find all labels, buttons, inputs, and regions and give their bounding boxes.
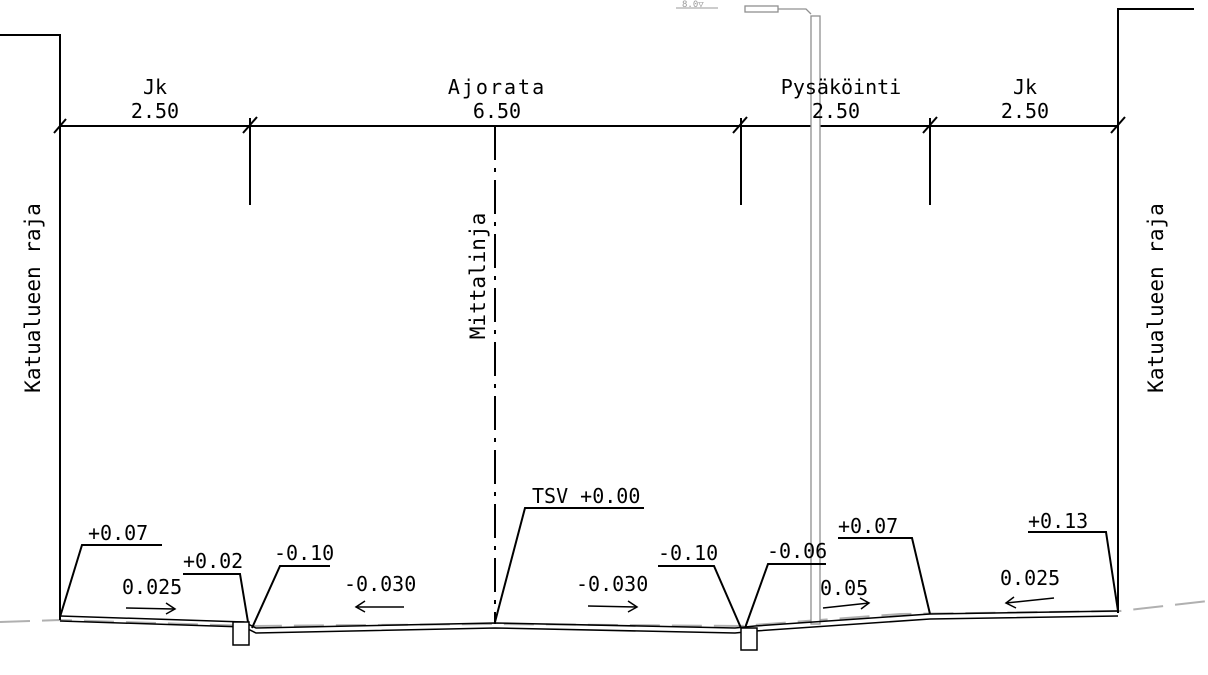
slope-label: 0.025	[1000, 566, 1060, 590]
curb-left	[232, 621, 250, 646]
section-width-ajorata: 6.50	[473, 99, 521, 123]
right-boundary-wall	[1117, 8, 1194, 613]
section-width-jk-right: 2.50	[1001, 99, 1049, 123]
elevation-label: +0.02	[183, 549, 243, 573]
reference-label: TSV +0.00	[532, 484, 640, 508]
left-boundary-wall	[0, 34, 61, 620]
elevation-leaders	[59, 531, 1119, 629]
elevation-label: +0.13	[1028, 509, 1088, 533]
section-name-jk-left: Jk	[143, 75, 167, 99]
slope-label: -0.030	[344, 572, 416, 596]
centerline-label: Mittalinja	[466, 213, 490, 339]
elevation-label: -0.10	[274, 541, 334, 565]
slope-label: 0.025	[122, 575, 182, 599]
slope-arrows	[125, 596, 1055, 615]
elevation-label: +0.07	[838, 514, 898, 538]
ground-line	[0, 600, 1208, 628]
elevation-label: -0.10	[658, 541, 718, 565]
elevation-label: -0.06	[767, 539, 827, 563]
section-width-jk-left: 2.50	[131, 99, 179, 123]
reference-leader	[494, 507, 644, 623]
lamp-post: 8.0▽	[676, 0, 821, 625]
slope-label: 0.05	[820, 576, 868, 600]
elevation-label: +0.07	[88, 521, 148, 545]
curb-right	[740, 627, 758, 651]
section-width-pysakointi: 2.50	[812, 99, 860, 123]
section-dividers	[249, 118, 931, 205]
pavement-surface	[59, 610, 1119, 634]
section-name-pysakointi: Pysäköinti	[781, 75, 901, 99]
section-name-ajorata: Ajorata	[448, 75, 546, 99]
top-marker: 8.0▽	[682, 0, 704, 10]
slope-label: -0.030	[576, 572, 648, 596]
boundary-label-left: Katualueen raja	[21, 203, 45, 393]
section-name-jk-right: Jk	[1013, 75, 1037, 99]
boundary-label-right: Katualueen raja	[1144, 203, 1168, 393]
